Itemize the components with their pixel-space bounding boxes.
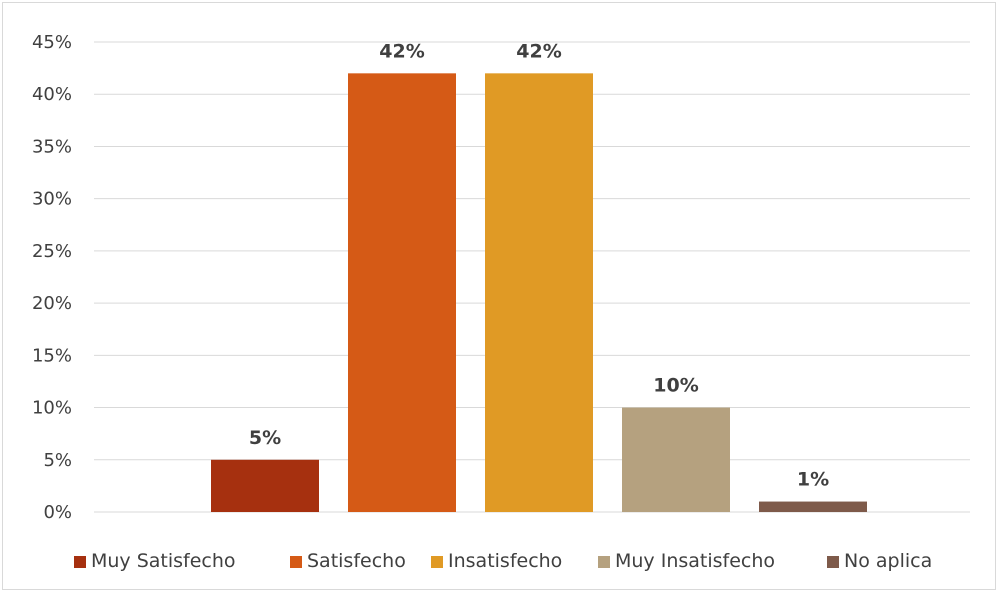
bar-no-aplica [759, 501, 867, 512]
y-tick-label: 35% [32, 136, 72, 157]
legend-swatch [290, 556, 302, 568]
bar-insatisfecho [485, 73, 593, 512]
y-tick-label: 5% [43, 450, 72, 471]
legend-swatch [598, 556, 610, 568]
legend-label: Muy Satisfecho [91, 550, 236, 572]
data-label: 1% [797, 469, 829, 491]
legend-label: Insatisfecho [448, 550, 562, 572]
bar-muy-insatisfecho [622, 407, 730, 512]
y-tick-label: 0% [43, 502, 72, 523]
legend-label: Muy Insatisfecho [615, 550, 775, 572]
data-label: 5% [249, 427, 281, 449]
y-tick-label: 10% [32, 398, 72, 419]
y-tick-label: 40% [32, 84, 72, 105]
legend-swatch [74, 556, 86, 568]
bar-satisfecho [348, 73, 456, 512]
legend-swatch [827, 556, 839, 568]
y-tick-label: 25% [32, 241, 72, 262]
data-label: 42% [379, 40, 424, 62]
legend-swatch [431, 556, 443, 568]
y-tick-label: 30% [32, 189, 72, 210]
y-tick-label: 45% [32, 32, 72, 53]
y-tick-label: 15% [32, 345, 72, 366]
bar-muy-satisfecho [211, 459, 319, 512]
data-label: 42% [516, 40, 561, 62]
legend-label: No aplica [844, 550, 932, 572]
legend-label: Satisfecho [307, 550, 406, 572]
y-tick-label: 20% [32, 293, 72, 314]
data-label: 10% [653, 375, 698, 397]
